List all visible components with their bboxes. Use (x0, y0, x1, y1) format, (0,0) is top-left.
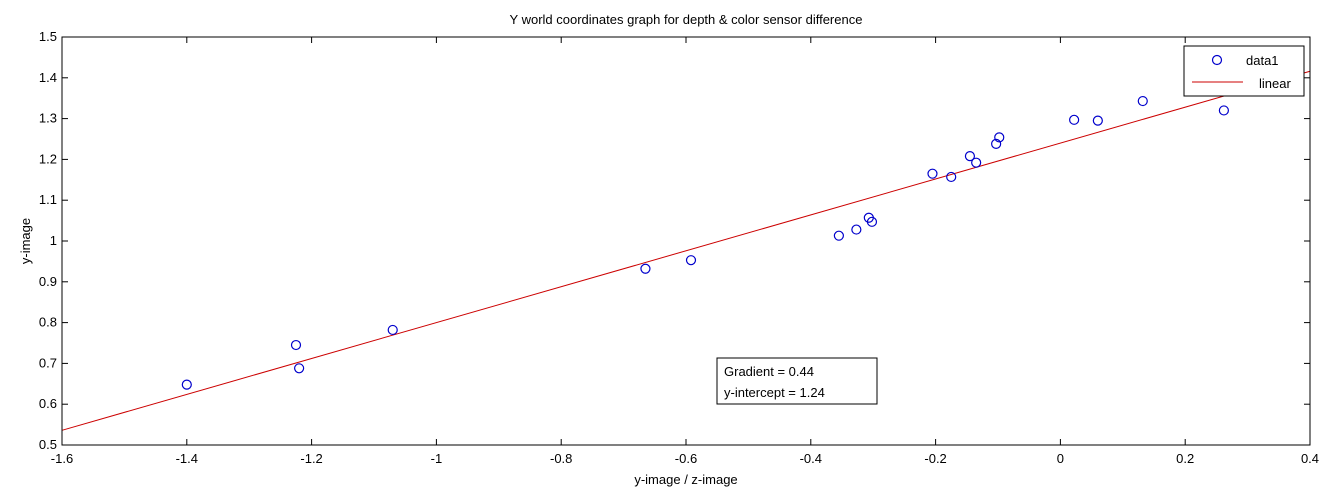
x-tick-label: -0.6 (675, 451, 697, 466)
chart-title: Y world coordinates graph for depth & co… (510, 12, 863, 27)
data-points (181, 95, 1229, 390)
x-tick-label: 0.2 (1176, 451, 1194, 466)
x-axis-title: y-image / z-image (634, 472, 737, 487)
y-tick-label: 1 (50, 233, 57, 248)
annotation-intercept: y-intercept = 1.24 (724, 385, 825, 400)
fit-line (61, 70, 1311, 431)
data-point (994, 132, 1005, 143)
y-tick-label: 1.1 (39, 192, 57, 207)
x-tick-label: -1 (431, 451, 443, 466)
legend-box (1183, 45, 1305, 97)
data-point (851, 224, 862, 235)
legend-label-linear: linear (1259, 76, 1291, 91)
data-point (971, 157, 982, 168)
data-point (866, 216, 878, 227)
x-tick-label: -1.4 (176, 451, 198, 466)
data-point (640, 263, 651, 274)
plot-frame (61, 36, 1311, 446)
legend-marker-data1 (1211, 54, 1223, 66)
y-tick-label: 0.5 (39, 437, 57, 452)
y-tick-label: 0.9 (39, 274, 57, 289)
data-point (290, 339, 302, 351)
y-axis-title: y-image (18, 218, 33, 264)
data-point (927, 168, 938, 179)
data-point (685, 255, 697, 266)
y-tick-label: 1.2 (39, 151, 57, 166)
y-tick-label: 0.7 (39, 355, 57, 370)
legend[interactable]: data1 linear (1183, 45, 1305, 97)
x-tick-label: 0.4 (1301, 451, 1319, 466)
x-tick-label: -0.8 (550, 451, 572, 466)
data-point (1092, 115, 1103, 126)
data-point (181, 379, 192, 390)
data-point (964, 151, 976, 162)
x-tick-label: -0.2 (924, 451, 946, 466)
y-tick-label: 0.8 (39, 315, 57, 330)
annotation-box: Gradient = 0.44 y-intercept = 1.24 (716, 357, 878, 405)
data-point (387, 324, 398, 336)
data-point (1137, 95, 1148, 107)
data-point (991, 138, 1002, 149)
x-tick-label: -1.6 (51, 451, 73, 466)
x-tick-label: -1.2 (300, 451, 322, 466)
y-tick-label: 0.6 (39, 396, 57, 411)
legend-label-data1: data1 (1246, 53, 1279, 68)
data-point (294, 363, 305, 374)
data-point (946, 171, 957, 183)
data-point (833, 230, 844, 241)
data-point (1069, 114, 1080, 125)
annotation-gradient: Gradient = 0.44 (724, 364, 814, 379)
y-tick-label: 1.5 (39, 29, 57, 44)
x-tick-label: -0.4 (800, 451, 822, 466)
y-tick-label: 1.3 (39, 111, 57, 126)
fit-line-group (61, 70, 1311, 431)
annotation-frame (716, 357, 878, 405)
data-point (1218, 105, 1229, 116)
x-tick-label: 0 (1057, 451, 1064, 466)
x-ticks: -1.6 -1.4 -1.2 -1 -0.8 -0.6 -0.4 -0.2 0 0.2 0.4 (51, 37, 1319, 466)
y-tick-label: 1.4 (39, 70, 57, 85)
